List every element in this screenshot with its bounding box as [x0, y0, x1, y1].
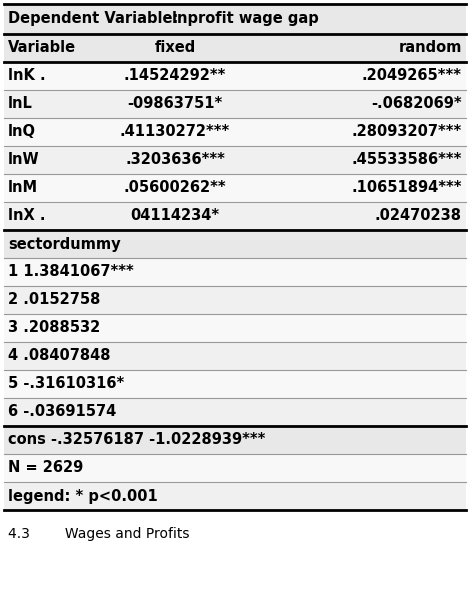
Text: 3 .2088532: 3 .2088532 — [8, 320, 100, 336]
Bar — [4, 174, 466, 202]
Text: sectordummy: sectordummy — [8, 237, 120, 251]
Text: .14524292**: .14524292** — [124, 69, 226, 84]
Bar — [4, 62, 466, 90]
Text: 2 .0152758: 2 .0152758 — [8, 293, 100, 308]
Bar — [4, 4, 466, 34]
Bar — [4, 314, 466, 342]
Text: lnL: lnL — [8, 97, 33, 112]
Text: 6 -.03691574: 6 -.03691574 — [8, 404, 116, 419]
Text: lnX .: lnX . — [8, 208, 46, 223]
Text: .28093207***: .28093207*** — [352, 124, 462, 140]
Bar — [4, 426, 466, 454]
Text: lnW: lnW — [8, 152, 40, 168]
Text: fixed: fixed — [155, 41, 196, 55]
Bar — [4, 230, 466, 258]
Bar — [4, 258, 466, 286]
Text: .45533586***: .45533586*** — [352, 152, 462, 168]
Text: 1 1.3841067***: 1 1.3841067*** — [8, 265, 134, 279]
Text: .10651894***: .10651894*** — [352, 180, 462, 195]
Bar — [4, 90, 466, 118]
Text: .41130272***: .41130272*** — [120, 124, 230, 140]
Text: 4 .08407848: 4 .08407848 — [8, 348, 110, 364]
Text: lnprofit wage gap: lnprofit wage gap — [172, 12, 319, 27]
Bar — [4, 482, 466, 510]
Text: random: random — [399, 41, 462, 55]
Text: .2049265***: .2049265*** — [362, 69, 462, 84]
Text: 04114234*: 04114234* — [130, 208, 219, 223]
Text: -.0682069*: -.0682069* — [371, 97, 462, 112]
Bar — [4, 454, 466, 482]
Text: N = 2629: N = 2629 — [8, 461, 83, 475]
Text: 4.3        Wages and Profits: 4.3 Wages and Profits — [8, 527, 190, 541]
Bar — [4, 118, 466, 146]
Bar — [4, 342, 466, 370]
Bar — [4, 202, 466, 230]
Text: .05600262**: .05600262** — [124, 180, 226, 195]
Text: lnK .: lnK . — [8, 69, 46, 84]
Text: Dependent Variable:: Dependent Variable: — [8, 12, 178, 27]
Text: -09863751*: -09863751* — [128, 97, 223, 112]
Bar — [4, 370, 466, 398]
Text: .3203636***: .3203636*** — [125, 152, 225, 168]
Bar — [4, 398, 466, 426]
Text: 5 -.31610316*: 5 -.31610316* — [8, 376, 124, 392]
Text: lnM: lnM — [8, 180, 38, 195]
Text: legend: * p<0.001: legend: * p<0.001 — [8, 489, 158, 503]
Text: cons -.32576187 -1.0228939***: cons -.32576187 -1.0228939*** — [8, 433, 265, 447]
Text: .02470238: .02470238 — [375, 208, 462, 223]
Text: lnQ: lnQ — [8, 124, 36, 140]
Text: Variable: Variable — [8, 41, 76, 55]
Bar — [4, 34, 466, 62]
Bar — [4, 146, 466, 174]
Bar — [4, 286, 466, 314]
